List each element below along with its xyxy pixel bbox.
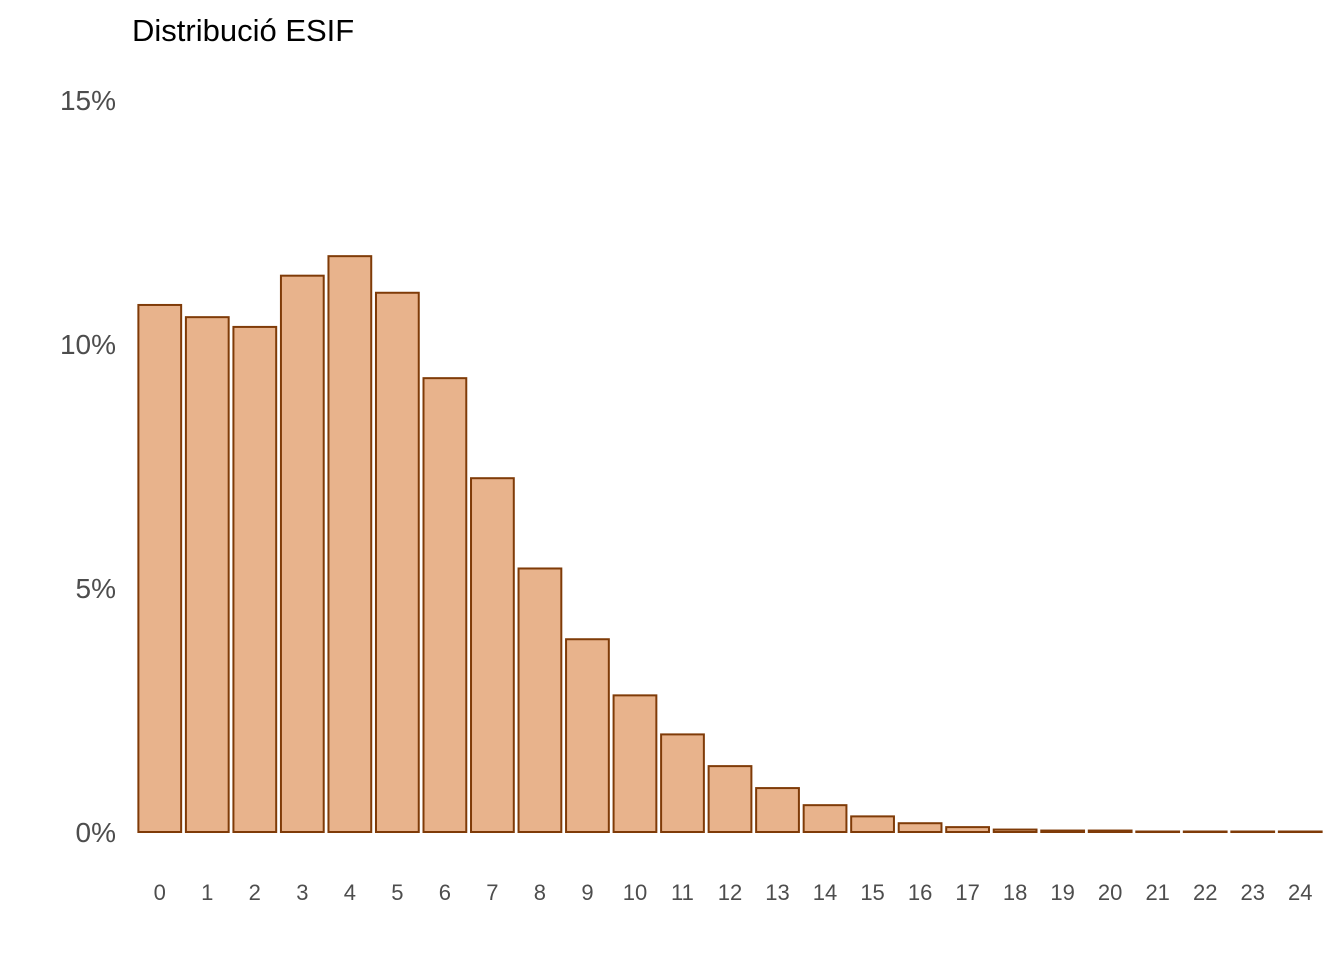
bar-12 [707,765,753,833]
bar-9 [565,638,610,833]
bar-24 [1277,830,1323,834]
bar-22 [1182,830,1228,834]
bar-2 [232,325,278,833]
bar-19 [1040,829,1086,833]
bar-7 [470,477,515,833]
x-tick-label: 14 [813,880,837,905]
x-tick-label: 3 [296,880,308,905]
bar-20 [1087,829,1133,833]
bar-18 [992,828,1038,833]
y-tick-label: 10% [60,329,116,360]
x-tick-label: 19 [1050,880,1074,905]
bar-5 [374,291,420,833]
bar-6 [422,377,468,833]
x-tick-label: 5 [391,880,403,905]
x-tick-label: 2 [249,880,261,905]
x-tick-label: 12 [718,880,742,905]
x-tick-label: 8 [534,880,546,905]
bar-21 [1135,830,1181,834]
x-tick-label: 16 [908,880,932,905]
bars-group [137,255,1323,834]
bar-23 [1230,830,1276,834]
x-tick-label: 0 [154,880,166,905]
x-tick-label: 21 [1145,880,1169,905]
y-axis-ticks: 0% 5% 10% 15% [60,85,116,848]
x-tick-label: 13 [765,880,789,905]
x-tick-label: 17 [955,880,979,905]
bar-17 [945,826,990,833]
x-tick-label: 6 [439,880,451,905]
bar-16 [897,822,943,833]
bar-4 [327,255,373,834]
x-tick-label: 15 [860,880,884,905]
x-tick-label: 11 [671,880,694,905]
bar-13 [755,787,800,834]
x-tick-label: 9 [581,880,593,905]
bar-0 [137,303,183,833]
x-tick-label: 23 [1240,880,1264,905]
bar-10 [612,694,658,833]
y-tick-label: 5% [76,573,116,604]
x-tick-label: 4 [344,880,356,905]
bar-11 [660,733,705,834]
chart-title: Distribució ESIF [132,13,354,48]
x-axis-ticks: 0 1 2 3 4 5 6 7 8 9 10 11 12 13 14 15 16 17 18 19 20 21 22 23 24 [154,880,1313,905]
x-tick-label: 1 [201,880,213,905]
x-tick-label: 18 [1003,880,1027,905]
bar-15 [850,815,895,834]
x-tick-label: 24 [1288,880,1312,905]
y-tick-label: 15% [60,85,116,116]
x-tick-label: 10 [623,880,647,905]
x-tick-label: 7 [486,880,498,905]
bar-8 [517,567,563,833]
x-tick-label: 20 [1098,880,1122,905]
y-tick-label: 0% [76,817,116,848]
bar-3 [279,274,325,833]
bar-1 [184,316,230,834]
bar-14 [802,804,848,833]
x-tick-label: 22 [1193,880,1217,905]
